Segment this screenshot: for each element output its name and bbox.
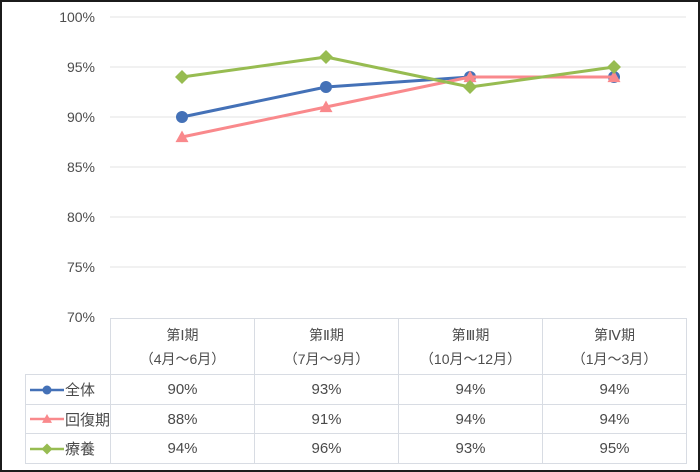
period-label: 第Ⅰ期 xyxy=(166,326,199,343)
period-label: 第Ⅳ期 xyxy=(594,326,635,343)
value-cell-series0-period2: 93% xyxy=(254,374,399,405)
value-cell-series0-period1: 90% xyxy=(110,374,255,405)
marker-circle xyxy=(176,111,188,123)
marker-circle xyxy=(320,81,332,93)
series-0 xyxy=(176,71,620,123)
period-sublabel: （4月～6月） xyxy=(139,350,226,367)
table-row-series-0: 全体 90% 93% 94% 94% xyxy=(25,374,687,405)
period-sublabel: （1月～3月） xyxy=(571,350,658,367)
series-line-0 xyxy=(180,75,616,119)
marker-triangle xyxy=(175,130,189,143)
value-cell-series0-period4: 94% xyxy=(542,374,687,405)
legend-cell-0: 全体 xyxy=(25,374,111,405)
marker-diamond xyxy=(463,80,477,94)
legend-cell-1: 回復期 xyxy=(25,404,111,434)
y-axis-tick-label: 70% xyxy=(67,309,95,325)
marker-diamond xyxy=(41,443,53,454)
marker-diamond xyxy=(607,60,621,74)
value-cell-series1-period1: 88% xyxy=(110,404,255,434)
y-axis-tick-label: 95% xyxy=(67,59,95,75)
legend-cell-2: 療養 xyxy=(25,433,111,464)
period-label: 第Ⅱ期 xyxy=(309,326,344,343)
table-corner-cell xyxy=(26,319,111,375)
y-axis-tick-label: 100% xyxy=(59,9,95,25)
value-cell-series2-period2: 96% xyxy=(254,433,399,464)
marker-triangle xyxy=(463,70,477,83)
period-header-1: 第Ⅰ期 （4月～6月） xyxy=(110,318,255,375)
value-cell-series1-period2: 91% xyxy=(254,404,399,434)
period-header-2: 第Ⅱ期 （7月～9月） xyxy=(254,318,399,375)
period-header-3: 第Ⅲ期 （10月～12月） xyxy=(398,318,543,375)
data-table-container: 第Ⅰ期 （4月～6月） 第Ⅱ期 （7月～9月） 第Ⅲ期 （10月～12月） 第Ⅳ期 （1月～3… xyxy=(25,318,687,464)
value-cell-series1-period4: 94% xyxy=(542,404,687,434)
table-row-series-2: 療養 94% 96% 93% 95% xyxy=(25,433,687,464)
period-header-4: 第Ⅳ期 （1月～3月） xyxy=(542,318,687,375)
legend-marker-triangle-icon xyxy=(30,414,64,423)
y-axis-tick-label: 90% xyxy=(67,109,95,125)
legend-marker-diamond-icon xyxy=(30,443,64,454)
period-sublabel: （10月～12月） xyxy=(419,350,522,367)
legend-marker-circle-icon xyxy=(30,385,64,394)
value-cell-series0-period3: 94% xyxy=(398,374,543,405)
marker-diamond xyxy=(319,50,333,64)
marker-diamond xyxy=(175,70,189,84)
period-sublabel: （7月～9月） xyxy=(283,350,370,367)
series-name-label: 回復期 xyxy=(65,411,111,429)
data-table: 第Ⅰ期 （4月～6月） 第Ⅱ期 （7月～9月） 第Ⅲ期 （10月～12月） 第Ⅳ期 （1月～3… xyxy=(25,318,687,464)
value-cell-series2-period4: 95% xyxy=(542,433,687,464)
value-cell-series2-period3: 93% xyxy=(398,433,543,464)
period-label: 第Ⅲ期 xyxy=(451,326,490,343)
marker-triangle xyxy=(42,414,52,423)
series-name-label: 全体 xyxy=(65,382,96,399)
series-name-label: 療養 xyxy=(65,441,96,458)
series-line-2 xyxy=(180,55,616,89)
value-cell-series2-period1: 94% xyxy=(110,433,255,464)
marker-circle xyxy=(42,385,52,394)
y-axis-tick-label: 85% xyxy=(67,159,95,175)
marker-triangle xyxy=(319,100,333,113)
series-line-1 xyxy=(180,75,616,139)
series-2 xyxy=(175,50,621,94)
y-axis-tick-label: 75% xyxy=(67,259,95,275)
value-cell-series1-period3: 94% xyxy=(398,404,543,434)
table-header-row: 第Ⅰ期 （4月～6月） 第Ⅱ期 （7月～9月） 第Ⅲ期 （10月～12月） 第Ⅳ期 （1月～3… xyxy=(26,318,687,375)
marker-triangle xyxy=(607,70,621,83)
y-axis-tick-label: 80% xyxy=(67,209,95,225)
table-row-series-1: 回復期 88% 91% 94% 94% xyxy=(25,404,687,434)
